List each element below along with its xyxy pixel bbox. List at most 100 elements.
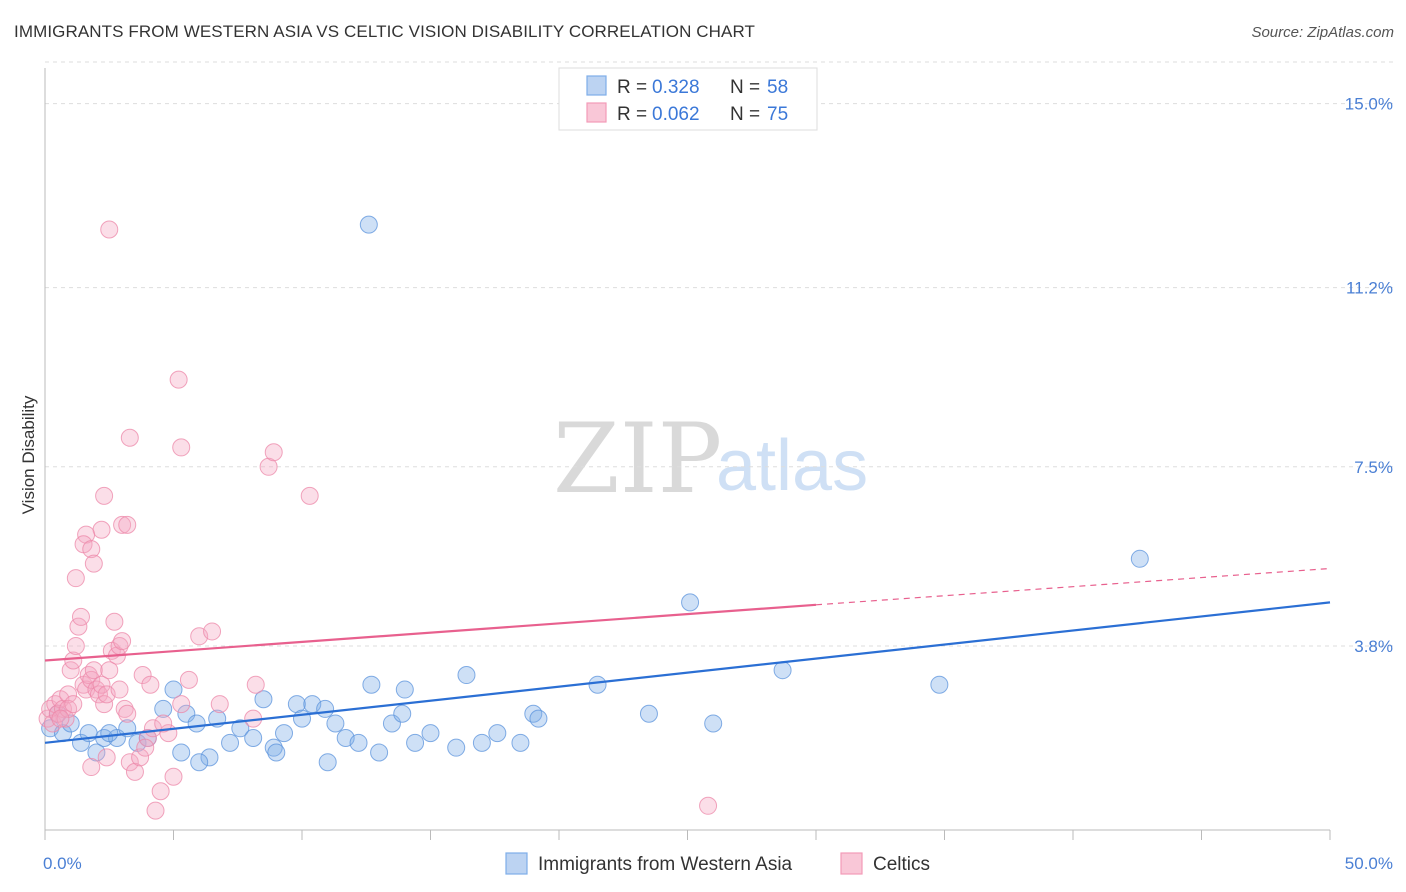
western-asia-point: [511, 733, 530, 752]
western-asia-point: [190, 753, 209, 772]
y-tick-label: 11.2%: [1346, 279, 1393, 298]
celtics-point: [133, 666, 152, 685]
western-asia-point: [930, 675, 949, 694]
western-asia-point: [221, 733, 240, 752]
legend-box: R = 0.328 N = 58 R = 0.062 N = 75: [558, 67, 818, 131]
celtics-point: [113, 515, 132, 534]
western-asia-point: [588, 675, 607, 694]
legend-swatch-pink: [586, 102, 607, 123]
bottom-legend-label-celtics: Celtics: [873, 854, 930, 875]
celtics-point: [136, 738, 155, 757]
celtics-point: [699, 796, 718, 815]
western-asia-point: [1130, 549, 1149, 568]
celtics-point: [105, 612, 124, 631]
western-asia-point: [316, 699, 335, 718]
celtics-point: [164, 767, 183, 786]
celtics-point: [131, 748, 150, 767]
western-asia-point: [773, 661, 792, 680]
celtics-point: [118, 515, 137, 534]
celtics-point: [84, 661, 103, 680]
celtics-point: [64, 695, 83, 714]
celtics-point: [92, 675, 111, 694]
celtics-point: [100, 661, 119, 680]
western-asia-point: [326, 714, 345, 733]
western-asia-point: [164, 680, 183, 699]
celtics-point: [146, 801, 165, 820]
western-asia-point: [524, 704, 543, 723]
y-tick-label: 3.8%: [1354, 637, 1393, 656]
source-label: Source: ZipAtlas.com: [1251, 24, 1394, 41]
x-tick-label-left: 0.0%: [43, 854, 82, 873]
western-asia-point: [293, 709, 311, 728]
western-asia-point: [447, 738, 466, 757]
celtics-point: [151, 782, 170, 801]
legend-swatch-blue: [586, 75, 607, 96]
western-asia-point: [275, 724, 294, 743]
celtics-point: [300, 486, 319, 505]
chart-title: IMMIGRANTS FROM WESTERN ASIA VS CELTIC V…: [14, 22, 756, 41]
western-asia-point: [421, 724, 440, 743]
bottom-legend-swatch-pink: [840, 852, 863, 875]
western-asia-point: [370, 743, 389, 762]
celtics-point: [115, 699, 134, 718]
celtics-point: [259, 457, 278, 476]
legend-r-value-1: 0.328: [652, 77, 700, 98]
western-asia-point: [231, 719, 250, 738]
celtics-point: [210, 695, 229, 714]
western-asia-point: [254, 690, 273, 709]
western-asia-point: [488, 724, 507, 743]
legend-r-value-2: 0.062: [652, 104, 700, 125]
western-asia-point: [359, 215, 378, 234]
legend-n-value-2: 75: [767, 104, 788, 125]
watermark-atlas: atlas: [716, 426, 868, 506]
celtics-point: [203, 622, 222, 641]
western-asia-point: [457, 666, 476, 685]
western-asia-point: [362, 675, 381, 694]
bottom-legend: Immigrants from Western Asia Celtics: [505, 852, 930, 875]
celtics-point: [64, 651, 83, 670]
western-asia-point: [406, 733, 425, 752]
celtics-point: [264, 443, 283, 462]
western-asia-point: [681, 593, 700, 612]
western-asia-point: [87, 743, 106, 762]
western-asia-point: [472, 733, 491, 752]
celtics-point: [82, 758, 101, 777]
celtics-point: [97, 748, 116, 767]
western-asia-point: [287, 695, 306, 714]
celtics-point: [71, 607, 90, 626]
western-asia-point: [393, 704, 412, 723]
axes: [44, 68, 1331, 840]
legend-n-label-1: N =: [730, 77, 760, 98]
celtics-point: [95, 486, 114, 505]
western-asia-point: [172, 743, 191, 762]
celtics-point: [110, 680, 129, 699]
trend-line-western-asia: [44, 601, 1331, 744]
celtics-point: [92, 520, 111, 539]
watermark-zip: ZIP: [553, 403, 722, 515]
bottom-legend-label-western-asia: Immigrants from Western Asia: [538, 854, 793, 875]
celtics-point: [172, 695, 191, 714]
grid-lines: [45, 61, 1395, 647]
western-asia-point: [154, 699, 173, 718]
celtics-point: [120, 753, 139, 772]
celtics-point: [87, 680, 106, 699]
celtics-point: [51, 709, 70, 728]
celtics-point: [154, 714, 173, 733]
celtics-point: [59, 699, 78, 718]
western-asia-point: [349, 733, 368, 752]
celtics-point: [66, 636, 85, 655]
celtics-point: [82, 540, 101, 559]
y-tick-label: 7.5%: [1354, 458, 1393, 477]
legend-n-label-2: N =: [730, 104, 760, 125]
western-asia-point: [704, 714, 723, 733]
celtics-point: [113, 632, 132, 651]
western-asia-point: [187, 714, 206, 733]
western-asia-point: [61, 714, 80, 733]
western-asia-point: [395, 680, 414, 699]
celtics-point: [179, 670, 198, 689]
celtics-point: [120, 428, 139, 447]
western-asia-point: [244, 728, 263, 747]
series-celtics: [38, 220, 718, 820]
trend-line-celtics-extension: [815, 567, 1331, 606]
